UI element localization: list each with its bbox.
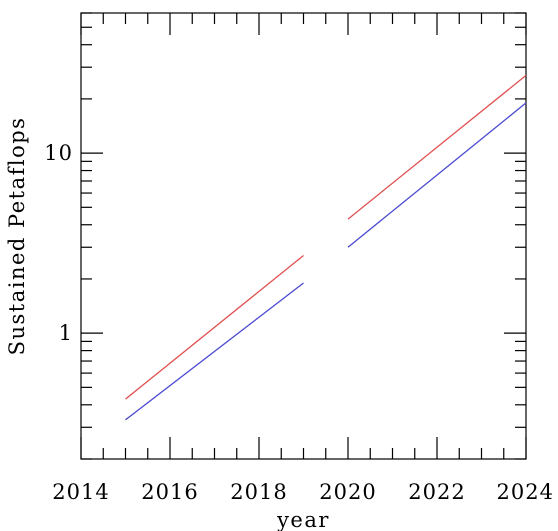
x-tick-label: 2016 [141,480,198,504]
x-tick-label: 2018 [230,480,287,504]
y-tick-label: 10 [44,141,73,165]
y-axis-ticks: 1 10 [44,12,526,460]
series-group [125,74,527,421]
series-2-segment-2 [347,102,527,248]
x-axis-ticks: 2014 2016 2018 2020 2022 2024 [52,13,554,504]
series-2-segment-1 [125,282,304,421]
y-axis-label: Sustained Petaflops [5,117,29,356]
x-tick-label: 2022 [408,480,465,504]
x-tick-label: 2014 [52,480,109,504]
series-1-segment-2 [347,74,527,220]
x-tick-label: 2024 [497,480,554,504]
plot-frame [80,12,527,460]
series-1-segment-1 [125,254,304,400]
x-tick-label: 2020 [319,480,376,504]
x-axis-label: year [276,508,330,531]
y-tick-label: 1 [59,321,73,345]
